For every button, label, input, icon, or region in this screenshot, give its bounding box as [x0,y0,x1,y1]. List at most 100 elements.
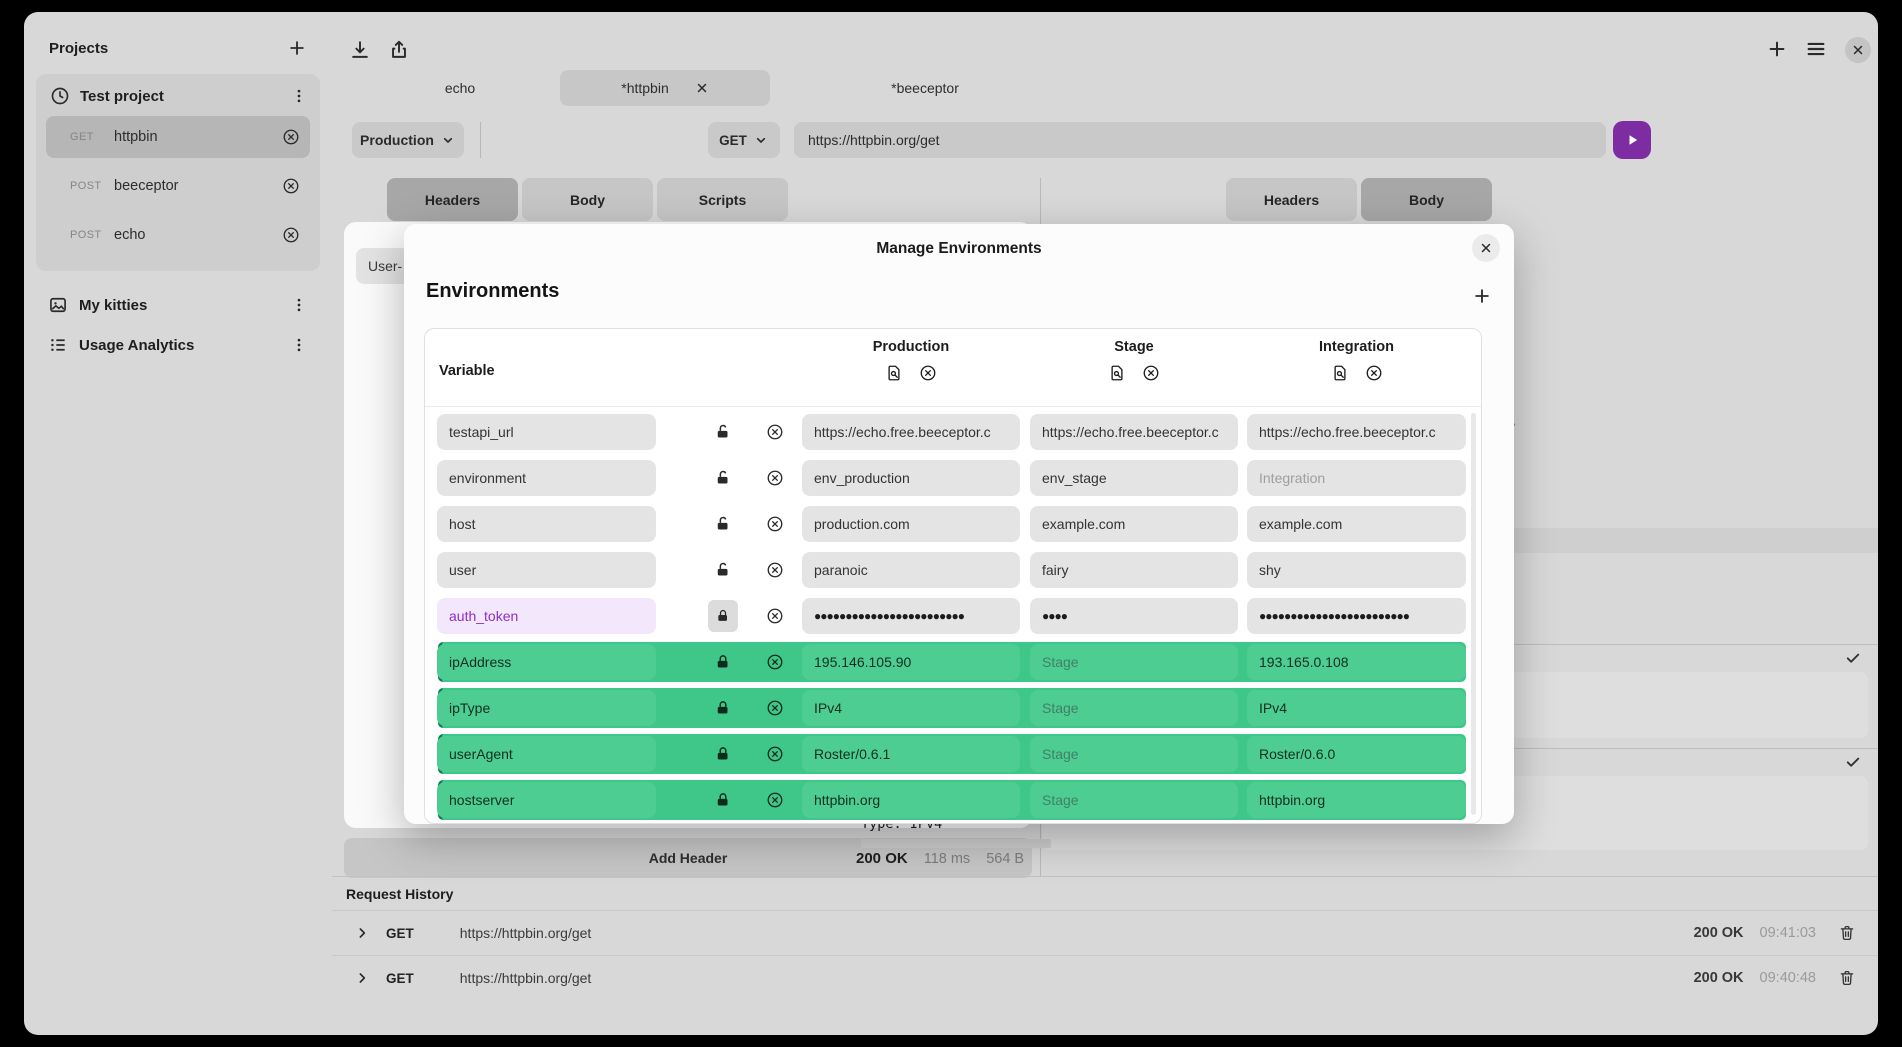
env-value-field[interactable]: 195.146.105.90 [802,644,1020,680]
table-scrollbar[interactable] [1471,413,1476,815]
env-value-field[interactable]: Roster/0.6.1 [802,736,1020,772]
variable-name-field[interactable]: hostserver [437,782,656,818]
unlock-icon[interactable] [714,423,732,441]
env-value-field[interactable]: production.com [802,506,1020,542]
request-tab-headers[interactable]: Headers [387,178,518,221]
env-value-field[interactable]: Stage [1030,736,1238,772]
remove-variable-icon[interactable] [766,515,784,533]
add-environment-icon[interactable] [1472,286,1492,306]
env-value-field[interactable]: ●●●● [1030,598,1238,634]
sidebar-request-beeceptor[interactable]: POST beeceptor [46,165,310,207]
env-value-field[interactable]: shy [1247,552,1466,588]
method-selector[interactable]: GET [708,122,780,158]
env-clear-icon[interactable] [1142,364,1160,382]
modal-close-button[interactable] [1472,234,1500,262]
remove-request-icon[interactable] [282,128,300,146]
env-value-field[interactable]: httpbin.org [1247,782,1466,818]
add-project-icon[interactable] [287,38,307,58]
remove-request-icon[interactable] [282,226,300,244]
history-entry[interactable]: GET https://httpbin.org/get 200 OK 09:40:48 [332,955,1878,1000]
env-value-field[interactable]: ●●●●●●●●●●●●●●●●●●●●●●●● [802,598,1020,634]
env-value-field[interactable]: IPv4 [802,690,1020,726]
file-search-icon[interactable] [1108,364,1126,382]
lock-icon[interactable] [714,745,732,763]
env-value-field[interactable]: env_production [802,460,1020,496]
request-tab-scripts[interactable]: Scripts [657,178,788,221]
close-tab-icon[interactable] [695,81,709,95]
kebab-menu-icon[interactable] [290,87,308,105]
kebab-menu-icon[interactable] [290,296,308,314]
lock-icon[interactable] [714,653,732,671]
trash-icon[interactable] [1838,924,1856,942]
url-input[interactable]: https://httpbin.org/get [794,122,1606,158]
tab-echo[interactable]: echo [365,70,555,106]
lock-toggle-button[interactable] [708,600,738,632]
env-value-field[interactable]: https://echo.free.beeceptor.c [802,414,1020,450]
variable-name-field[interactable]: user [437,552,656,588]
env-value-field[interactable]: example.com [1247,506,1466,542]
trash-icon[interactable] [1838,969,1856,987]
env-value-field[interactable]: Roster/0.6.0 [1247,736,1466,772]
remove-variable-icon[interactable] [766,423,784,441]
response-tab-body[interactable]: Body [1361,178,1492,221]
variable-name-field[interactable]: environment [437,460,656,496]
expand-entry-icon[interactable] [354,925,370,941]
window-close-button[interactable] [1845,37,1871,63]
env-value-field[interactable]: Stage [1030,690,1238,726]
variable-name-field[interactable]: testapi_url [437,414,656,450]
remove-variable-icon[interactable] [766,469,784,487]
file-search-icon[interactable] [1331,364,1349,382]
export-icon[interactable] [388,39,410,61]
env-value-field[interactable]: https://echo.free.beeceptor.c [1030,414,1238,450]
unlock-icon[interactable] [714,515,732,533]
env-value-field[interactable]: Integration [1247,460,1466,496]
unlock-icon[interactable] [714,561,732,579]
env-value-field[interactable]: example.com [1030,506,1238,542]
tab-httpbin[interactable]: *httpbin [560,70,770,106]
menu-icon[interactable] [1805,38,1827,60]
env-value-field[interactable]: IPv4 [1247,690,1466,726]
remove-request-icon[interactable] [282,177,300,195]
lock-icon[interactable] [714,699,732,717]
variable-name-field[interactable]: userAgent [437,736,656,772]
import-icon[interactable] [349,39,371,61]
env-value-field[interactable]: env_stage [1030,460,1238,496]
expand-entry-icon[interactable] [354,970,370,986]
env-value-field[interactable]: httpbin.org [802,782,1020,818]
kebab-menu-icon[interactable] [290,336,308,354]
env-value-field[interactable]: fairy [1030,552,1238,588]
tab-beeceptor[interactable]: *beeceptor [830,70,1020,106]
env-value-field[interactable]: 193.165.0.108 [1247,644,1466,680]
lock-icon[interactable] [714,791,732,809]
remove-variable-icon[interactable] [766,745,784,763]
remove-variable-icon[interactable] [766,607,784,625]
env-value-field[interactable]: ●●●●●●●●●●●●●●●●●●●●●●●● [1247,598,1466,634]
project-header[interactable]: Test project [46,84,310,116]
remove-variable-icon[interactable] [766,653,784,671]
request-tab-body[interactable]: Body [522,178,653,221]
env-value-field[interactable]: paranoic [802,552,1020,588]
env-value-field[interactable]: https://echo.free.beeceptor.c [1247,414,1466,450]
variable-name-field[interactable]: auth_token [437,598,656,634]
env-clear-icon[interactable] [1365,364,1383,382]
remove-variable-icon[interactable] [766,561,784,579]
remove-variable-icon[interactable] [766,791,784,809]
new-tab-icon[interactable] [1766,38,1788,60]
send-request-button[interactable] [1613,121,1651,159]
env-value-field[interactable]: Stage [1030,644,1238,680]
history-entry[interactable]: GET https://httpbin.org/get 200 OK 09:41:03 [332,910,1878,955]
variable-name-field[interactable]: ipAddress [437,644,656,680]
sidebar-request-echo[interactable]: POST echo [46,214,310,256]
env-clear-icon[interactable] [919,364,937,382]
sidebar-request-httpbin[interactable]: GET httpbin [46,116,310,158]
variable-name-field[interactable]: host [437,506,656,542]
sidebar-item-usage-analytics[interactable]: Usage Analytics [36,325,320,365]
remove-variable-icon[interactable] [766,699,784,717]
sidebar-item-my-kitties[interactable]: My kitties [36,285,320,325]
variable-name-field[interactable]: ipType [437,690,656,726]
response-tab-headers[interactable]: Headers [1226,178,1357,221]
env-value-field[interactable]: Stage [1030,782,1238,818]
file-search-icon[interactable] [885,364,903,382]
environment-selector[interactable]: Production [352,122,464,158]
unlock-icon[interactable] [714,469,732,487]
